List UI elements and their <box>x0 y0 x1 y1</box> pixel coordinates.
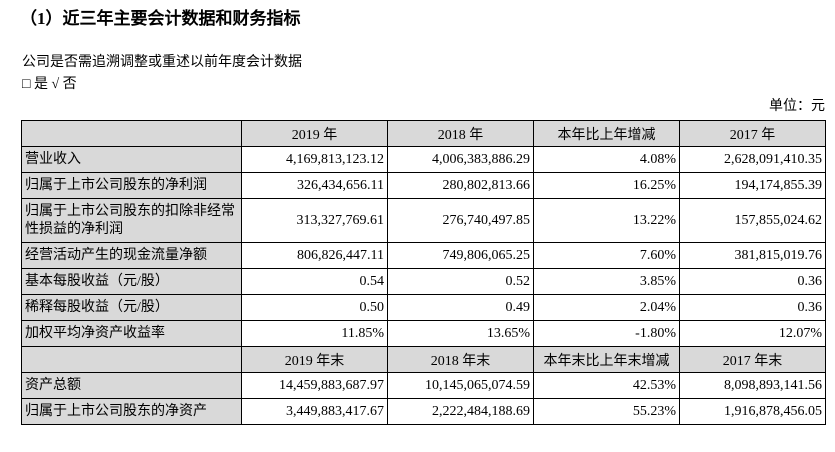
row-label: 营业收入 <box>21 146 242 173</box>
unit-label: 单位：元 <box>769 99 825 114</box>
row-label: 归属于上市公司股东的扣除非经常性损益的净利润 <box>21 198 242 243</box>
cell-value: 806,826,447.11 <box>241 242 388 269</box>
cell-value: 2019 年 <box>241 120 388 147</box>
cell-value: 2017 年 <box>679 120 826 147</box>
cell-value: 2018 年末 <box>387 346 534 373</box>
cell-value: 2,628,091,410.35 <box>679 146 826 173</box>
row-label: 基本每股收益（元/股） <box>21 268 242 295</box>
header-row: 2019 年 2018 年本年比上年增减 2017 年 <box>21 120 826 147</box>
row-label: 归属于上市公司股东的净资产 <box>21 398 242 425</box>
table-row: 归属于上市公司股东的净资产 3,449,883,417.67 2,222,484,1… <box>21 398 826 425</box>
cell-value: 157,855,024.62 <box>679 198 826 243</box>
table-row: 基本每股收益（元/股） 0.54 0.52 3.85% 0.36 <box>21 268 826 295</box>
cell-value: -1.80% <box>533 320 680 347</box>
table-row: 加权平均净资产收益率 11.85% 13.65% -1.80% 12.07% <box>21 320 826 347</box>
restatement-question: 公司是否需追溯调整或重述以前年度会计数据 <box>22 55 302 70</box>
cell-value: 11.85% <box>241 320 388 347</box>
cell-value: 2,222,484,188.69 <box>387 398 534 425</box>
cell-value: 0.54 <box>241 268 388 295</box>
cell-value: 0.50 <box>241 294 388 321</box>
cell-value: 12.07% <box>679 320 826 347</box>
cell-value: 0.36 <box>679 294 826 321</box>
cell-value: 0.52 <box>387 268 534 295</box>
cell-value: 7.60% <box>533 242 680 269</box>
row-label <box>21 346 242 373</box>
cell-value: 0.36 <box>679 268 826 295</box>
cell-value: 381,815,019.76 <box>679 242 826 269</box>
cell-value: 14,459,883,687.97 <box>241 372 388 399</box>
cell-value: 326,434,656.11 <box>241 172 388 199</box>
table-row: 营业收入 4,169,813,123.12 4,006,383,886.29 4.08… <box>21 146 826 173</box>
row-label: 资产总额 <box>21 372 242 399</box>
cell-value: 10,145,065,074.59 <box>387 372 534 399</box>
cell-value: 3.85% <box>533 268 680 295</box>
table-row: 经营活动产生的现金流量净额 806,826,447.11 749,806,065.2… <box>21 242 826 269</box>
header-row: 2019 年末 2018 年末 本年末比上年末增减 2017 年末 <box>21 346 826 373</box>
cell-value: 55.23% <box>533 398 680 425</box>
section-title: （1）近三年主要会计数据和财务指标 <box>20 9 301 28</box>
cell-value: 2018 年 <box>387 120 534 147</box>
row-label <box>21 120 242 147</box>
cell-value: 3,449,883,417.67 <box>241 398 388 425</box>
cell-value: 2017 年末 <box>679 346 826 373</box>
cell-value: 13.65% <box>387 320 534 347</box>
cell-value: 194,174,855.39 <box>679 172 826 199</box>
table-row: 归属于上市公司股东的扣除非经常性损益的净利润 313,327,769.61 276,… <box>21 198 826 243</box>
row-label: 加权平均净资产收益率 <box>21 320 242 347</box>
cell-value: 280,802,813.66 <box>387 172 534 199</box>
cell-value: 本年末比上年末增减 <box>533 346 680 373</box>
cell-value: 16.25% <box>533 172 680 199</box>
cell-value: 0.49 <box>387 294 534 321</box>
cell-value: 本年比上年增减 <box>533 120 680 147</box>
row-label: 稀释每股收益（元/股） <box>21 294 242 321</box>
cell-value: 4,006,383,886.29 <box>387 146 534 173</box>
cell-value: 313,327,769.61 <box>241 198 388 243</box>
cell-value: 13.22% <box>533 198 680 243</box>
cell-value: 1,916,878,456.05 <box>679 398 826 425</box>
cell-value: 2019 年末 <box>241 346 388 373</box>
table-row: 资产总额 14,459,883,687.97 10,145,065,074.59 42… <box>21 372 826 399</box>
table-row: 归属于上市公司股东的净利润 326,434,656.11 280,802,813.6… <box>21 172 826 199</box>
cell-value: 8,098,893,141.56 <box>679 372 826 399</box>
restatement-answer: □ 是 √ 否 <box>22 77 77 92</box>
financial-data-table: 2019 年 2018 年本年比上年增减 2017 年营业收入 4,169,813,1… <box>21 120 826 425</box>
cell-value: 2.04% <box>533 294 680 321</box>
cell-value: 276,740,497.85 <box>387 198 534 243</box>
cell-value: 4.08% <box>533 146 680 173</box>
cell-value: 42.53% <box>533 372 680 399</box>
table-row: 稀释每股收益（元/股） 0.50 0.49 2.04% 0.36 <box>21 294 826 321</box>
cell-value: 749,806,065.25 <box>387 242 534 269</box>
row-label: 归属于上市公司股东的净利润 <box>21 172 242 199</box>
cell-value: 4,169,813,123.12 <box>241 146 388 173</box>
row-label: 经营活动产生的现金流量净额 <box>21 242 242 269</box>
